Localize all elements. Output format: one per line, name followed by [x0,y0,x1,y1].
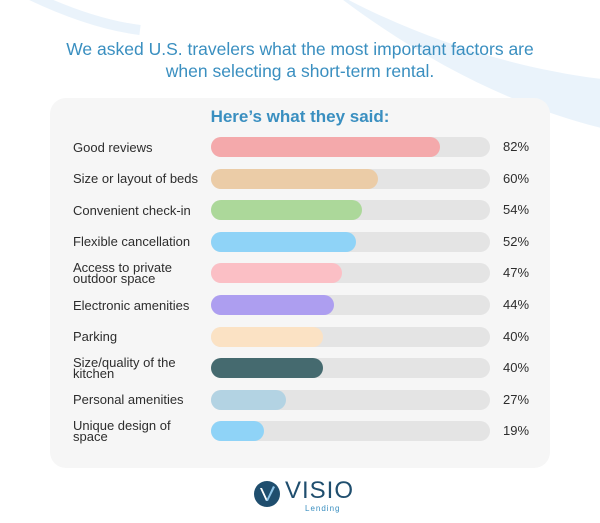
chart-subheading: Here’s what they said: [210,107,390,126]
bar [211,263,343,284]
bar-label: Size/quality of the kitchen [73,355,176,382]
bar [211,326,323,347]
headline-line-2: when selecting a short-term rental. [165,61,435,81]
visio-logo-icon [254,481,280,507]
bar-track [211,231,490,252]
bar-value-label: 54% [503,202,530,218]
bar-track [211,421,490,442]
bar [211,389,287,410]
visio-lending-logo: VISIO Lending [253,478,353,514]
bar-value-label: 44% [503,297,530,312]
headline: We asked U.S. travelers what the most im… [40,38,560,82]
bar-label: Unique design of space [73,418,171,445]
bar-row: Access to private outdoor space 47% [73,261,543,285]
bar-row: Parking 40% [73,325,543,349]
bar-label: Parking [73,329,118,345]
bar-value-label: 60% [503,170,530,186]
bar-row: Unique design of space 19% [73,419,543,443]
bar-label: Convenient check-in [73,202,191,218]
headline-line-1: We asked U.S. travelers what the most im… [66,39,534,59]
bar [211,200,362,221]
bar-label: Flexible cancellation [73,234,191,250]
bar-value-label: 19% [503,423,530,439]
bar-row: Flexible cancellation 52% [73,230,543,254]
bar-value-label: 47% [503,265,530,281]
bar-label: Good reviews [73,139,153,155]
bar-row: Size/quality of the kitchen 40% [73,356,543,380]
bar [211,168,379,189]
logo-subtext: Lending [305,504,341,513]
bar-track [211,295,490,315]
bar-label: Access to private outdoor space [73,260,172,287]
bar-track [211,200,490,221]
bar-row: Size or layout of beds 60% [73,167,543,191]
bar-row: Convenient check-in 54% [73,198,543,222]
bar [211,421,264,442]
bar-track [211,137,490,157]
bar-row: Good reviews 82% [73,135,543,159]
bar-label: Personal amenities [73,392,184,408]
bar-value-label: 40% [503,360,530,376]
bar-track [211,263,490,284]
bar [211,358,323,379]
bar-row: Personal amenities 27% [73,388,543,412]
bar-value-label: 27% [503,391,530,407]
bar [211,231,357,252]
bar-value-label: 82% [503,139,530,154]
bar [211,137,440,157]
bar-value-label: 40% [503,328,530,344]
bar-track [211,389,490,410]
bar-label: Electronic amenities [73,297,190,313]
logo-wordmark: VISIO [285,477,355,504]
bar-track [211,358,490,379]
bar-row: Electronic amenities 44% [73,293,543,317]
bar [211,295,334,315]
bar-label: Size or layout of beds [73,171,199,187]
bar-track [211,168,490,189]
bar-value-label: 52% [503,233,530,249]
bar-track [211,326,490,347]
